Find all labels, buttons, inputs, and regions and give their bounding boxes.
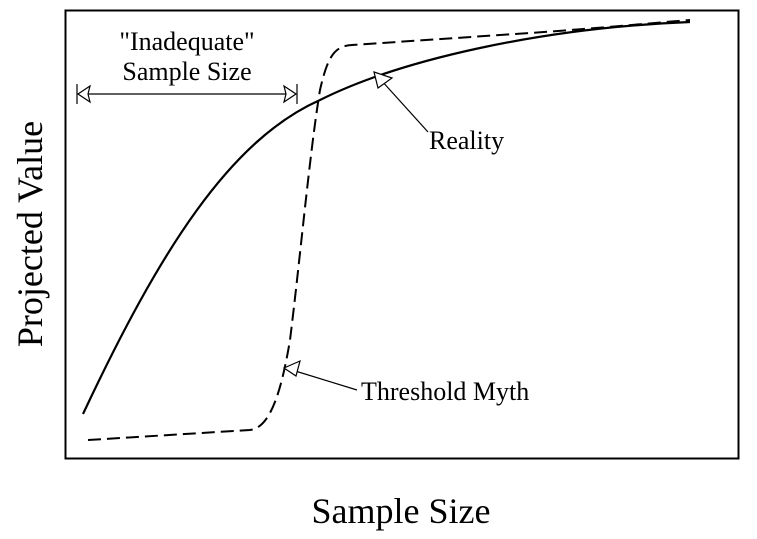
x-axis-title: Sample Size	[312, 491, 491, 531]
threshold-myth-curve	[87, 19, 691, 441]
y-axis-title: Projected Value	[10, 121, 50, 347]
reality-label: Reality	[429, 126, 504, 155]
inadequate-label-line1: "Inadequate"	[119, 27, 254, 56]
reality-curve	[82, 20, 691, 415]
threshold-pointer-arrow	[282, 359, 358, 391]
threshold-myth-label: Threshold Myth	[361, 377, 529, 406]
inadequate-range-arrow	[76, 84, 298, 104]
inadequate-label-line2: Sample Size	[122, 57, 251, 86]
plot-frame	[64, 9, 740, 460]
reality-pointer-arrow	[373, 71, 429, 133]
